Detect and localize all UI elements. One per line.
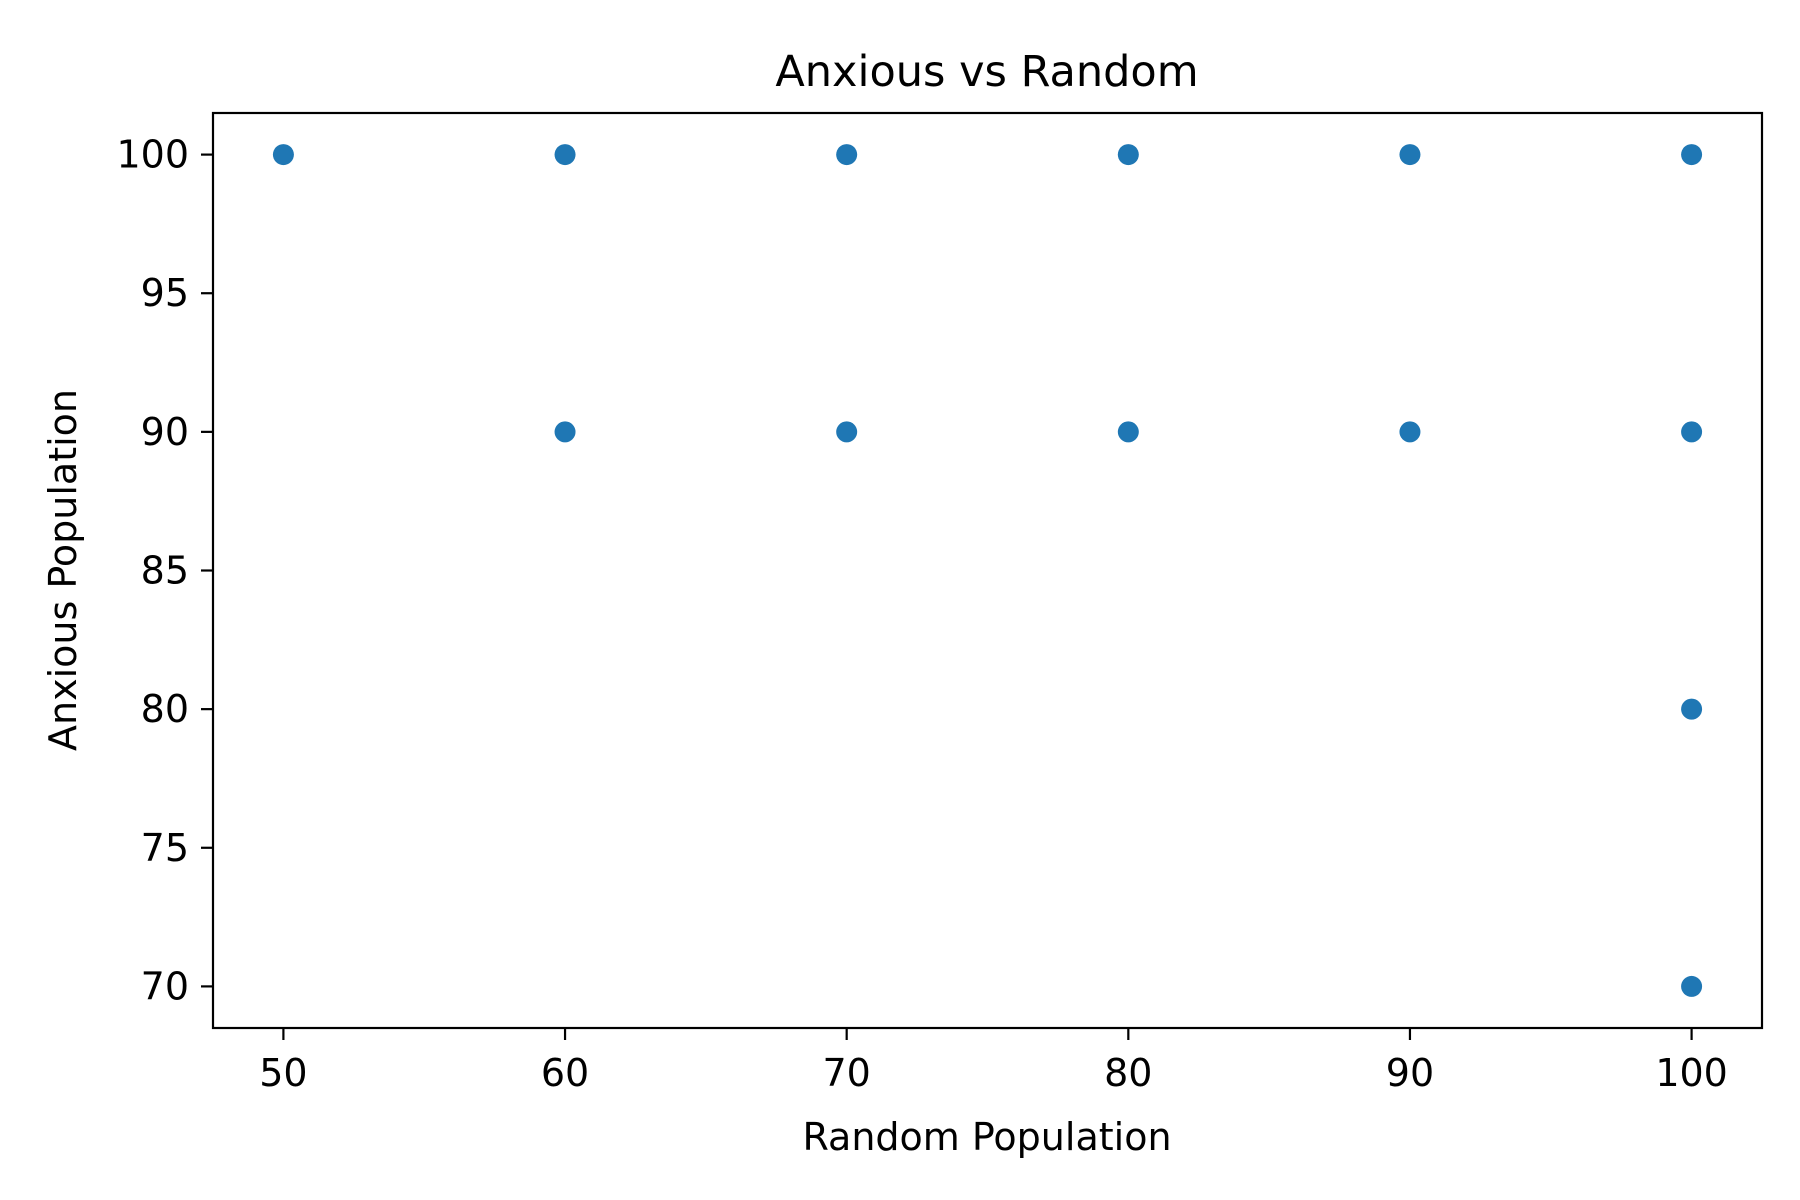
x-tick-label: 50: [259, 1051, 307, 1095]
plot-area-frame: [211, 111, 1764, 1030]
data-point: [1681, 975, 1703, 997]
data-point: [836, 144, 858, 166]
data-point: [1681, 421, 1703, 443]
data-point: [272, 144, 294, 166]
y-tick-label: 90: [141, 410, 189, 454]
y-tick-label: 70: [141, 964, 189, 1008]
data-point: [554, 421, 576, 443]
y-tick-label: 85: [141, 549, 189, 593]
y-tick-label: 100: [116, 133, 189, 177]
chart-title: Anxious vs Random: [775, 47, 1198, 97]
y-tick-label: 75: [141, 826, 189, 870]
x-tick-label: 90: [1386, 1051, 1434, 1095]
data-point: [1117, 421, 1139, 443]
y-axis-label: Anxious Population: [41, 389, 85, 751]
data-point: [1681, 698, 1703, 720]
data-point: [836, 421, 858, 443]
data-point: [1399, 144, 1421, 166]
x-tick-label: 70: [823, 1051, 871, 1095]
data-point: [554, 144, 576, 166]
x-tick-label: 60: [541, 1051, 589, 1095]
scatter-points: [272, 144, 1703, 997]
y-tick-label: 95: [141, 271, 189, 315]
x-tick-label: 100: [1655, 1051, 1728, 1095]
y-axis-ticks: 70 75 80 85 90 95 100: [116, 133, 213, 1008]
x-tick-label: 80: [1104, 1051, 1152, 1095]
x-axis-label: Random Population: [802, 1115, 1171, 1159]
data-point: [1681, 144, 1703, 166]
y-tick-label: 80: [141, 687, 189, 731]
data-point: [1399, 421, 1421, 443]
data-point: [1117, 144, 1139, 166]
x-axis-ticks: 50 60 70 80 90 100: [259, 1028, 1728, 1095]
